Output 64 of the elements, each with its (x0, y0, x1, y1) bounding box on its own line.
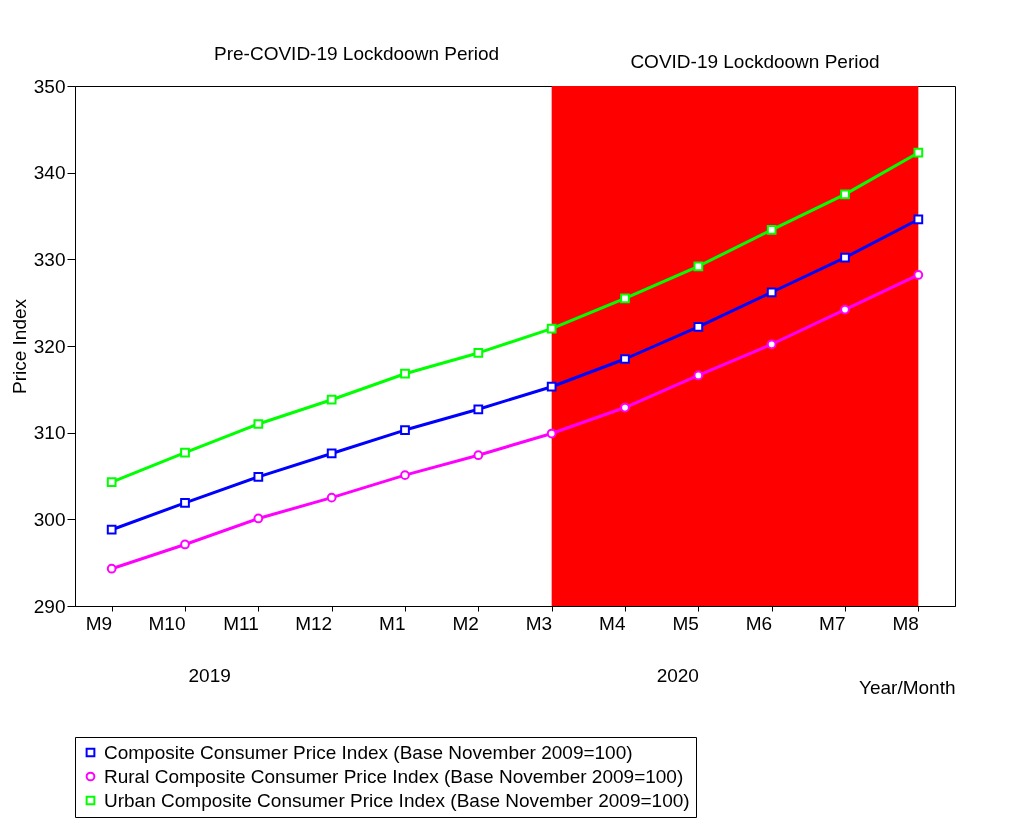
point (106, 563, 117, 574)
legend-label: Composite Consumer Price Index (Base November 2009=100) (104, 741, 633, 763)
point (913, 147, 924, 158)
point (253, 513, 264, 524)
point (840, 252, 850, 263)
point (253, 419, 264, 429)
point (620, 293, 630, 304)
x-tick-label: M10 (148, 612, 186, 634)
x-tick-label: M3 (525, 612, 553, 634)
point (620, 402, 630, 413)
x-tick-label: M2 (452, 612, 479, 634)
point (620, 354, 630, 364)
point (766, 287, 777, 298)
point (326, 394, 337, 405)
point (693, 370, 704, 381)
point (180, 539, 190, 550)
text: 2019 (188, 665, 231, 686)
point (913, 214, 924, 225)
point (473, 450, 484, 461)
x-tick-label: M6 (745, 612, 773, 634)
y-tick-label: 330 (33, 248, 66, 270)
text: Pre-COVID-19 Lockdoown Period (214, 43, 500, 64)
x-tick-label: M4 (599, 612, 626, 634)
point (253, 471, 264, 482)
point (693, 322, 704, 332)
point (400, 368, 410, 379)
y-tick-label: 290 (33, 595, 66, 617)
point (400, 425, 410, 435)
y-tick-label: 300 (33, 508, 66, 530)
legend-label: Rural Composite Consumer Price Index (Base November 2009=100) (104, 765, 684, 787)
point (840, 189, 850, 200)
point (473, 404, 484, 415)
point (913, 270, 924, 280)
x-tick-label: M11 (223, 612, 259, 634)
x-tick-label: M8 (892, 612, 919, 634)
text: 2020 (656, 665, 699, 686)
x-tick-label: M5 (672, 612, 699, 634)
point (106, 477, 117, 487)
y-tick-label: 320 (33, 335, 66, 357)
point (400, 470, 410, 480)
point (473, 348, 484, 358)
point (326, 448, 337, 459)
legend-label: Urban Composite Consumer Price Index (Base November 2009=100) (104, 789, 690, 811)
x-tick-label: M9 (85, 612, 113, 634)
x-axis-title: Year/Month (859, 676, 956, 698)
y-axis-title: Price Index (8, 298, 30, 395)
y-tick-label: 350 (33, 75, 66, 97)
point (180, 497, 190, 508)
x-tick-label: M12 (295, 612, 333, 634)
point (326, 492, 337, 503)
point (766, 339, 777, 350)
band-label: COVID-19 Lockdoown Period (630, 51, 880, 72)
point (546, 428, 557, 439)
x-tick-label: M1 (379, 612, 406, 634)
point (180, 447, 190, 458)
point (693, 261, 704, 272)
point (840, 304, 850, 315)
point (546, 381, 557, 392)
x-tick-label: M7 (819, 612, 846, 634)
y-tick-label: 310 (33, 422, 66, 444)
point (546, 323, 557, 334)
point (766, 224, 777, 235)
y-tick-label: 340 (33, 162, 66, 184)
point (106, 524, 117, 535)
